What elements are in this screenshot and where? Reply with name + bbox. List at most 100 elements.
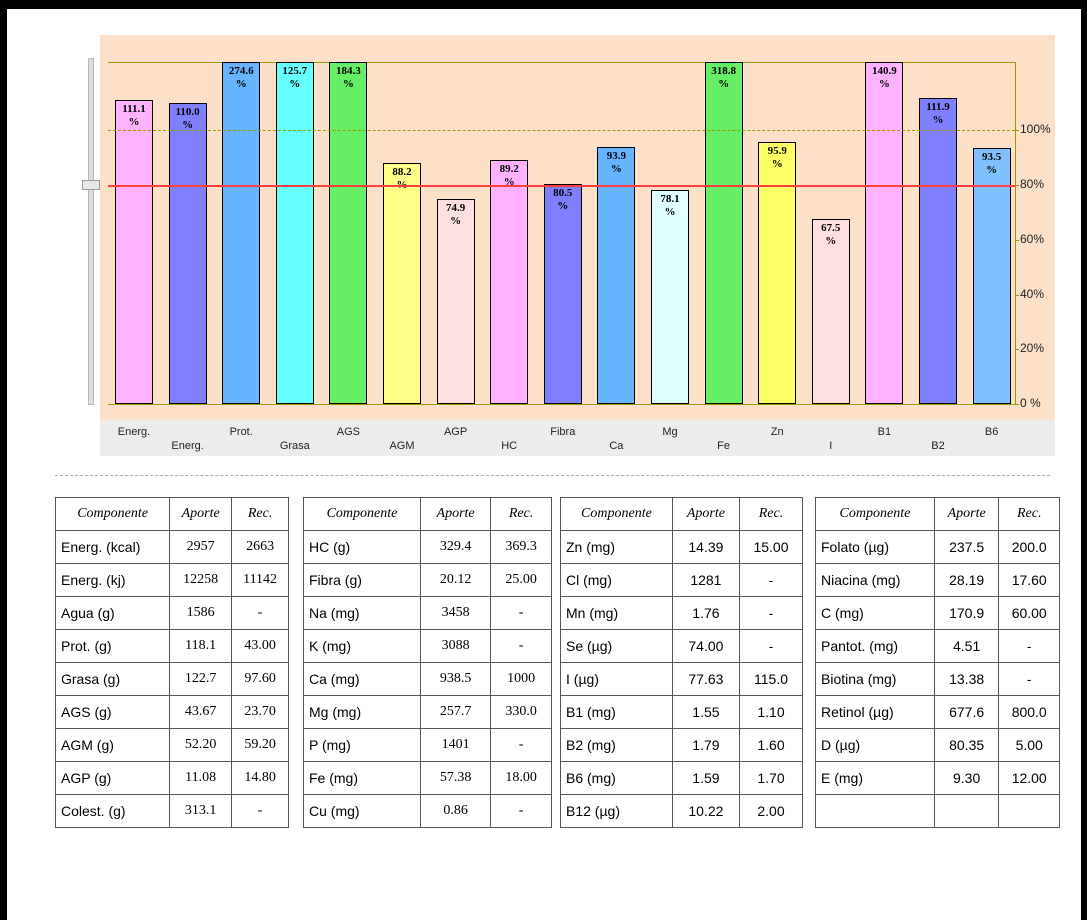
table-cell: 1.76 [671, 596, 741, 630]
table-cell: - [490, 629, 552, 663]
table-cell: 1281 [671, 563, 741, 597]
table-cell: AGP (g) [54, 761, 171, 795]
table-cell: 3088 [419, 629, 492, 663]
table-cell: 74.00 [671, 629, 741, 663]
table-cell: 115.0 [739, 662, 803, 696]
table-cell: AGM (g) [54, 728, 171, 762]
table-row: I (µg) 77.63 115.0 [560, 662, 803, 696]
table-cell: - [739, 596, 803, 630]
table-cell: 1.70 [739, 761, 803, 795]
y-tick [1015, 349, 1019, 351]
table-cell: 43.00 [231, 629, 289, 663]
table-cell: AGS (g) [54, 695, 171, 729]
table-cell: P (mg) [303, 728, 421, 762]
slider-thumb[interactable] [82, 180, 100, 190]
header-cell: Aporte [933, 497, 1000, 531]
header-row: Componente Aporte Rec. [815, 497, 1060, 531]
value-label: 125.7 % [282, 65, 308, 90]
value-label: 318.8 % [711, 65, 736, 90]
table-cell: - [998, 629, 1060, 663]
table-cell: Cu (mg) [303, 794, 421, 828]
table-row: Grasa (g) 122.7 97.60 [54, 662, 289, 696]
table-cell: 14.39 [671, 530, 741, 564]
table-cell: Agua (g) [54, 596, 171, 630]
table-row: Agua (g) 1586- [54, 596, 289, 630]
table-row: AGS (g) 43.67 23.70 [54, 695, 289, 729]
table-cell: 2957 [169, 530, 233, 564]
data-table: Componente Aporte Rec. Zn (mg) 14.39 15.00 Cl … [560, 497, 803, 828]
bar [651, 190, 689, 404]
table-cell: Grasa (g) [54, 662, 171, 696]
header-cell: Componente [560, 497, 673, 531]
table-row: AGM (g) 52.20 59.20 [54, 728, 289, 762]
table-cell: - [490, 794, 552, 828]
table-row: Cl (mg) 1281- [560, 563, 803, 597]
baseline [108, 404, 1015, 405]
table-cell: - [490, 728, 552, 762]
header-row: Componente Aporte Rec. [560, 497, 803, 531]
table-cell: Mg (mg) [303, 695, 421, 729]
table-row: Zn (mg) 14.39 15.00 [560, 530, 803, 564]
value-label: 89.2 % [499, 162, 519, 188]
value-label: 78.1 % [660, 193, 680, 219]
table-cell: 12.00 [998, 761, 1060, 795]
table-cell: 369.3 [490, 530, 552, 564]
data-table: Componente Aporte Rec. HC (g) 329.4 369.3 Fibr… [303, 497, 552, 828]
table-row [815, 794, 1060, 828]
x-tick-label: Fibra [550, 426, 576, 438]
table-cell: 12258 [169, 563, 233, 597]
table-cell: 2.00 [739, 794, 803, 828]
x-tick-label: B1 [877, 426, 892, 438]
value-label: 93.5 % [981, 151, 1002, 177]
x-tick-label: Zn [770, 426, 784, 438]
table-cell: - [231, 794, 289, 828]
header-row: Componente Aporte Rec. [303, 497, 552, 531]
x-tick-label: Prot. [229, 426, 253, 438]
table-row: Biotina (mg) 13.38- [815, 662, 1060, 696]
table-cell: B2 (mg) [560, 728, 673, 762]
table-cell [933, 794, 1000, 828]
value-label: 80.5 % [553, 186, 573, 212]
table-cell: 677.6 [933, 695, 1000, 729]
table-cell: I (µg) [560, 662, 673, 696]
table-cell: B1 (mg) [560, 695, 673, 729]
x-tick-label: Ca [609, 440, 624, 452]
table-cell: Prot. (g) [54, 629, 171, 663]
table-cell: K (mg) [303, 629, 421, 663]
table-row: Ca (mg) 938.5 1000 [303, 662, 552, 696]
table-cell: 60.00 [998, 596, 1060, 630]
table-cell: Fe (mg) [303, 761, 421, 795]
table-cell: 118.1 [169, 629, 233, 663]
table-row: Pantot. (mg) 4.51- [815, 629, 1060, 663]
category-strip: Energ. Energ. Prot. Grasa AGS AGM AGP HC Fibra Ca… [100, 420, 1055, 456]
bar [758, 141, 797, 404]
x-tick-label: Energ. [117, 426, 151, 438]
header-cell: Rec. [490, 497, 552, 531]
table-cell: 1.60 [739, 728, 803, 762]
table-row: Fibra (g) 20.12 25.00 [303, 563, 552, 597]
table-cell: 13.38 [933, 662, 1000, 696]
plot-top-line [108, 62, 1015, 63]
table-row: Mg (mg) 257.7 330.0 [303, 695, 552, 729]
header-cell: Aporte [419, 497, 492, 531]
table-cell: 25.00 [490, 563, 552, 597]
table-cell: 23.70 [231, 695, 289, 729]
table-row: Energ. (kcal) 2957 2663 [54, 530, 289, 564]
x-tick-label: Fe [717, 440, 731, 452]
y-tick-label: 40% [1020, 286, 1045, 301]
table-cell: 43.67 [169, 695, 233, 729]
table-cell: 20.12 [419, 563, 492, 597]
y-tick [1015, 404, 1019, 405]
table-cell: 1000 [490, 662, 552, 696]
x-tick-label: Mg [662, 426, 678, 438]
table-row: B2 (mg) 1.79 1.60 [560, 728, 803, 762]
table-row: E (mg) 9.30 12.00 [815, 761, 1060, 795]
value-label: 67.5 % [821, 222, 841, 248]
value-label: 140.9 % [872, 65, 897, 90]
table-row: Na (mg) 3458- [303, 596, 552, 630]
table-cell: Folato (µg) [815, 530, 935, 564]
y-tick-label: 80% [1020, 177, 1045, 192]
value-label: 93.9 % [606, 150, 627, 176]
value-label: 111.9 % [926, 100, 950, 126]
table-cell: 18.00 [490, 761, 552, 795]
